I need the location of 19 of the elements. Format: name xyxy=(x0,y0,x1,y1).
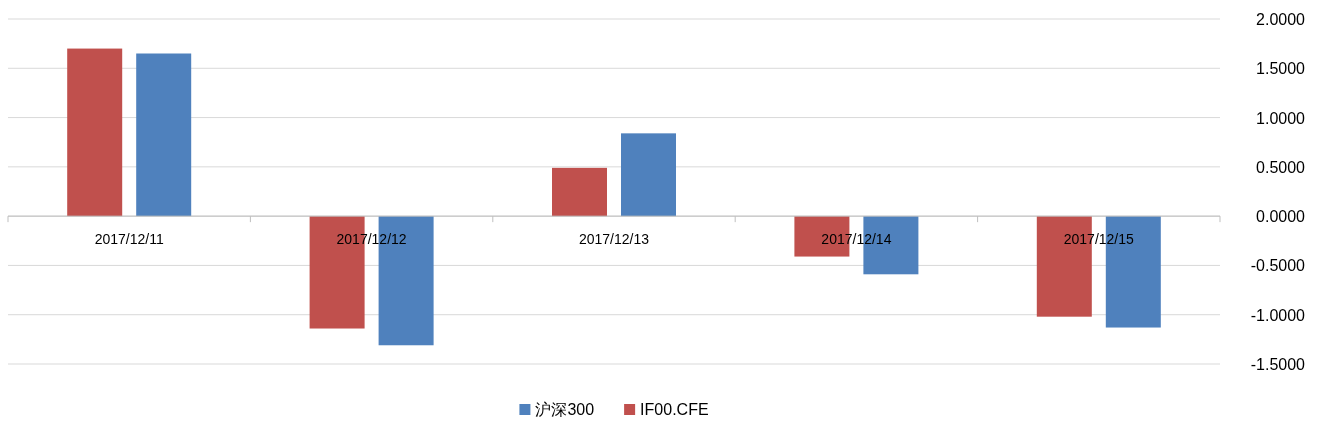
x-tick-label: 2017/12/12 xyxy=(336,231,407,248)
y-tick-label: 1.0000 xyxy=(1256,109,1306,127)
bar xyxy=(552,167,607,217)
y-tick-label: 2.0000 xyxy=(1256,11,1306,28)
legend-label: IF00.CFE xyxy=(640,401,709,418)
x-tick-label: 2017/12/14 xyxy=(821,231,892,248)
x-tick-label: 2017/12/15 xyxy=(1063,231,1135,248)
bar xyxy=(67,48,123,217)
y-tick-label: -0.5000 xyxy=(1250,257,1306,275)
bar xyxy=(621,133,676,217)
y-tick-label: -1.5000 xyxy=(1250,356,1306,373)
y-tick-label: 0.5000 xyxy=(1256,158,1306,176)
y-tick-label: 0.0000 xyxy=(1256,208,1306,226)
y-tick-label: -1.0000 xyxy=(1250,306,1306,324)
legend-label: 沪深300 xyxy=(535,401,595,418)
y-tick-label: 1.5000 xyxy=(1256,60,1306,78)
x-tick-label: 2017/12/11 xyxy=(94,231,164,248)
x-tick-label: 2017/12/13 xyxy=(578,231,650,248)
bar xyxy=(136,53,192,217)
